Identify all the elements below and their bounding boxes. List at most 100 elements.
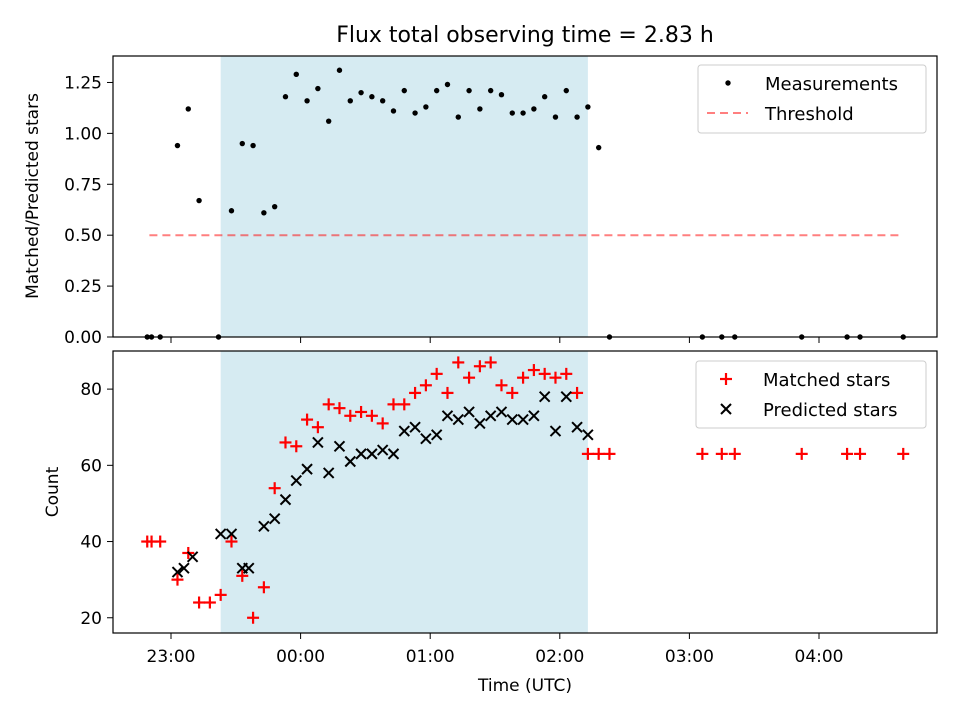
measurement-point [498,91,505,98]
matched-star-point [214,588,227,601]
y-tick-label: 0.50 [64,226,102,246]
matched-star-point [311,421,324,434]
predicted-star-point [301,463,313,475]
matched-star-point [193,596,206,609]
predicted-star-point [463,406,475,418]
matched-star-point [398,398,411,411]
legend-measurement-marker [725,80,731,86]
x-tick-label: 03:00 [665,647,714,667]
matched-star-point [344,409,357,422]
predicted-star-point [312,436,324,449]
matched-star-point [430,367,443,380]
matched-star-point [506,386,519,399]
predicted-star-point [430,429,443,441]
measurement-point [563,87,569,94]
measurement-point [401,87,407,94]
predicted-star-point [178,562,190,574]
matched-star-point [549,371,562,384]
measurement-point [541,94,548,100]
matched-star-point [290,440,303,453]
measurement-point [239,140,245,147]
measurement-point [574,114,580,120]
x-tick-label: 01:00 [406,647,455,667]
predicted-star-point [582,429,594,441]
measurement-point [282,94,289,100]
legend-predicted-marker [720,403,732,415]
measurement-point [531,106,537,112]
legend-predicted-label: Predicted stars [763,400,897,421]
matched-star-point [322,398,335,411]
x-tick-label: 04:00 [795,647,844,667]
predicted-star-point [344,455,356,468]
y-tick-label: 1.25 [64,73,102,93]
predicted-star-point [322,467,335,479]
bottom-y-axis-label: Count [43,466,63,517]
x-axis-label: Time (UTC) [477,676,572,696]
measurement-point [325,118,332,124]
measurement-point [455,114,461,120]
matched-star-point [441,386,454,399]
predicted-star-point [398,425,410,437]
matched-star-point [203,596,216,609]
top-panel: 0.00 0.25 0.50 0.75 1.00 1.25 Matched/Predict… [23,55,938,348]
y-tick-label: 20 [80,609,102,629]
matched-star-point [560,367,573,380]
measurement-point [379,98,386,104]
measurement-point [261,210,267,216]
predicted-star-point [452,413,464,426]
matched-star-point [355,405,368,418]
predicted-star-point [538,391,551,403]
matched-star-point [841,447,854,460]
matched-star-point [473,360,486,373]
predicted-star-point [355,448,367,460]
matched-star-point [728,447,741,460]
predicted-star-point [387,448,400,460]
matched-star-point [365,409,378,422]
top-axes-frame [112,55,938,338]
predicted-star-point [571,421,583,433]
measurement-point [487,87,494,94]
predicted-star-point [290,474,302,487]
measurement-point [423,104,429,110]
matched-star-point [279,436,292,449]
measurement-point [358,89,364,96]
matched-star-point [603,447,616,460]
legend-threshold-label: Threshold [764,104,854,125]
measurement-point [196,197,202,204]
top-y-axis-label: Matched/Predicted stars [23,93,43,299]
y-tick-label: 40 [80,533,102,553]
measurement-point [369,94,375,100]
measurement-point [585,104,591,110]
measurement-point [552,114,559,120]
y-tick-label: 0.75 [64,175,102,195]
matched-star-point [715,447,728,460]
legend-matched-label: Matched stars [763,370,890,391]
measurement-point [433,87,440,94]
predicted-star-point [279,493,292,506]
bottom-axes-frame [112,350,938,634]
legend-measurements-label: Measurements [765,74,898,95]
measurement-point [520,110,526,116]
chart-title: Flux total observing time = 2.83 h [336,23,714,48]
predicted-star-point [441,410,454,422]
predicted-star-point [258,520,270,533]
measurement-point [293,71,299,78]
predicted-star-point [484,410,497,422]
matched-star-point [376,417,389,430]
matched-star-point [538,367,551,380]
measurement-point [228,208,235,214]
predicted-star-point [549,425,562,437]
legend-matched-marker [720,373,732,385]
predicted-star-point [268,512,281,525]
predicted-star-point [560,391,572,403]
matched-star-point [225,535,238,548]
observing-window-shade [220,56,588,337]
matched-star-point [463,371,476,384]
matched-star-point [517,371,530,384]
measurement-point [595,144,602,151]
y-tick-label: 1.00 [64,124,102,144]
matched-star-point [495,379,508,392]
predicted-star-point [528,410,540,422]
measurement-point [509,110,515,116]
